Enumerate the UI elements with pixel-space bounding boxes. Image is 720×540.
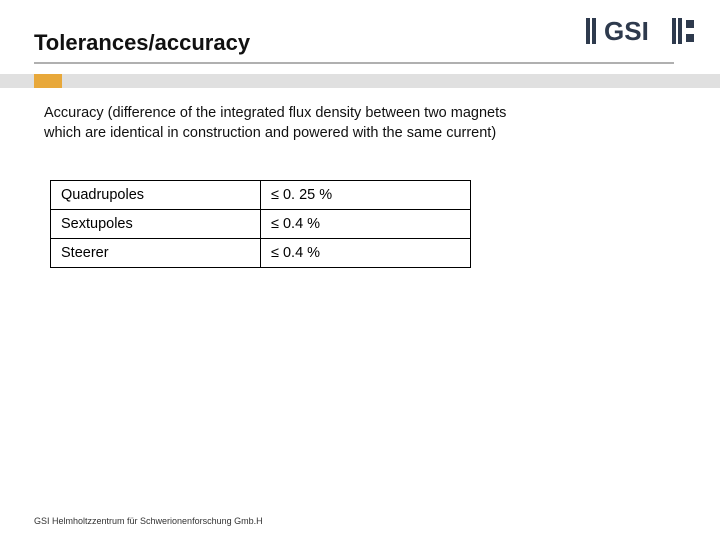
table-row: Sextupoles ≤ 0.4 % — [51, 210, 471, 239]
table-cell-label: Steerer — [51, 239, 261, 268]
table-cell-value: ≤ 0.4 % — [261, 239, 471, 268]
table-row: Steerer ≤ 0.4 % — [51, 239, 471, 268]
title-band-accent — [34, 74, 62, 88]
page-title: Tolerances/accuracy — [34, 30, 674, 64]
accuracy-table: Quadrupoles ≤ 0. 25 % Sextupoles ≤ 0.4 %… — [50, 180, 471, 268]
table-cell-label: Sextupoles — [51, 210, 261, 239]
accuracy-description: Accuracy (difference of the integrated f… — [44, 104, 534, 143]
table-cell-value: ≤ 0.4 % — [261, 210, 471, 239]
table-row: Quadrupoles ≤ 0. 25 % — [51, 181, 471, 210]
table-cell-value: ≤ 0. 25 % — [261, 181, 471, 210]
table-cell-label: Quadrupoles — [51, 181, 261, 210]
footer-text: GSI Helmholtzzentrum für Schwerionenfors… — [34, 516, 263, 526]
title-band-strip — [0, 74, 720, 88]
